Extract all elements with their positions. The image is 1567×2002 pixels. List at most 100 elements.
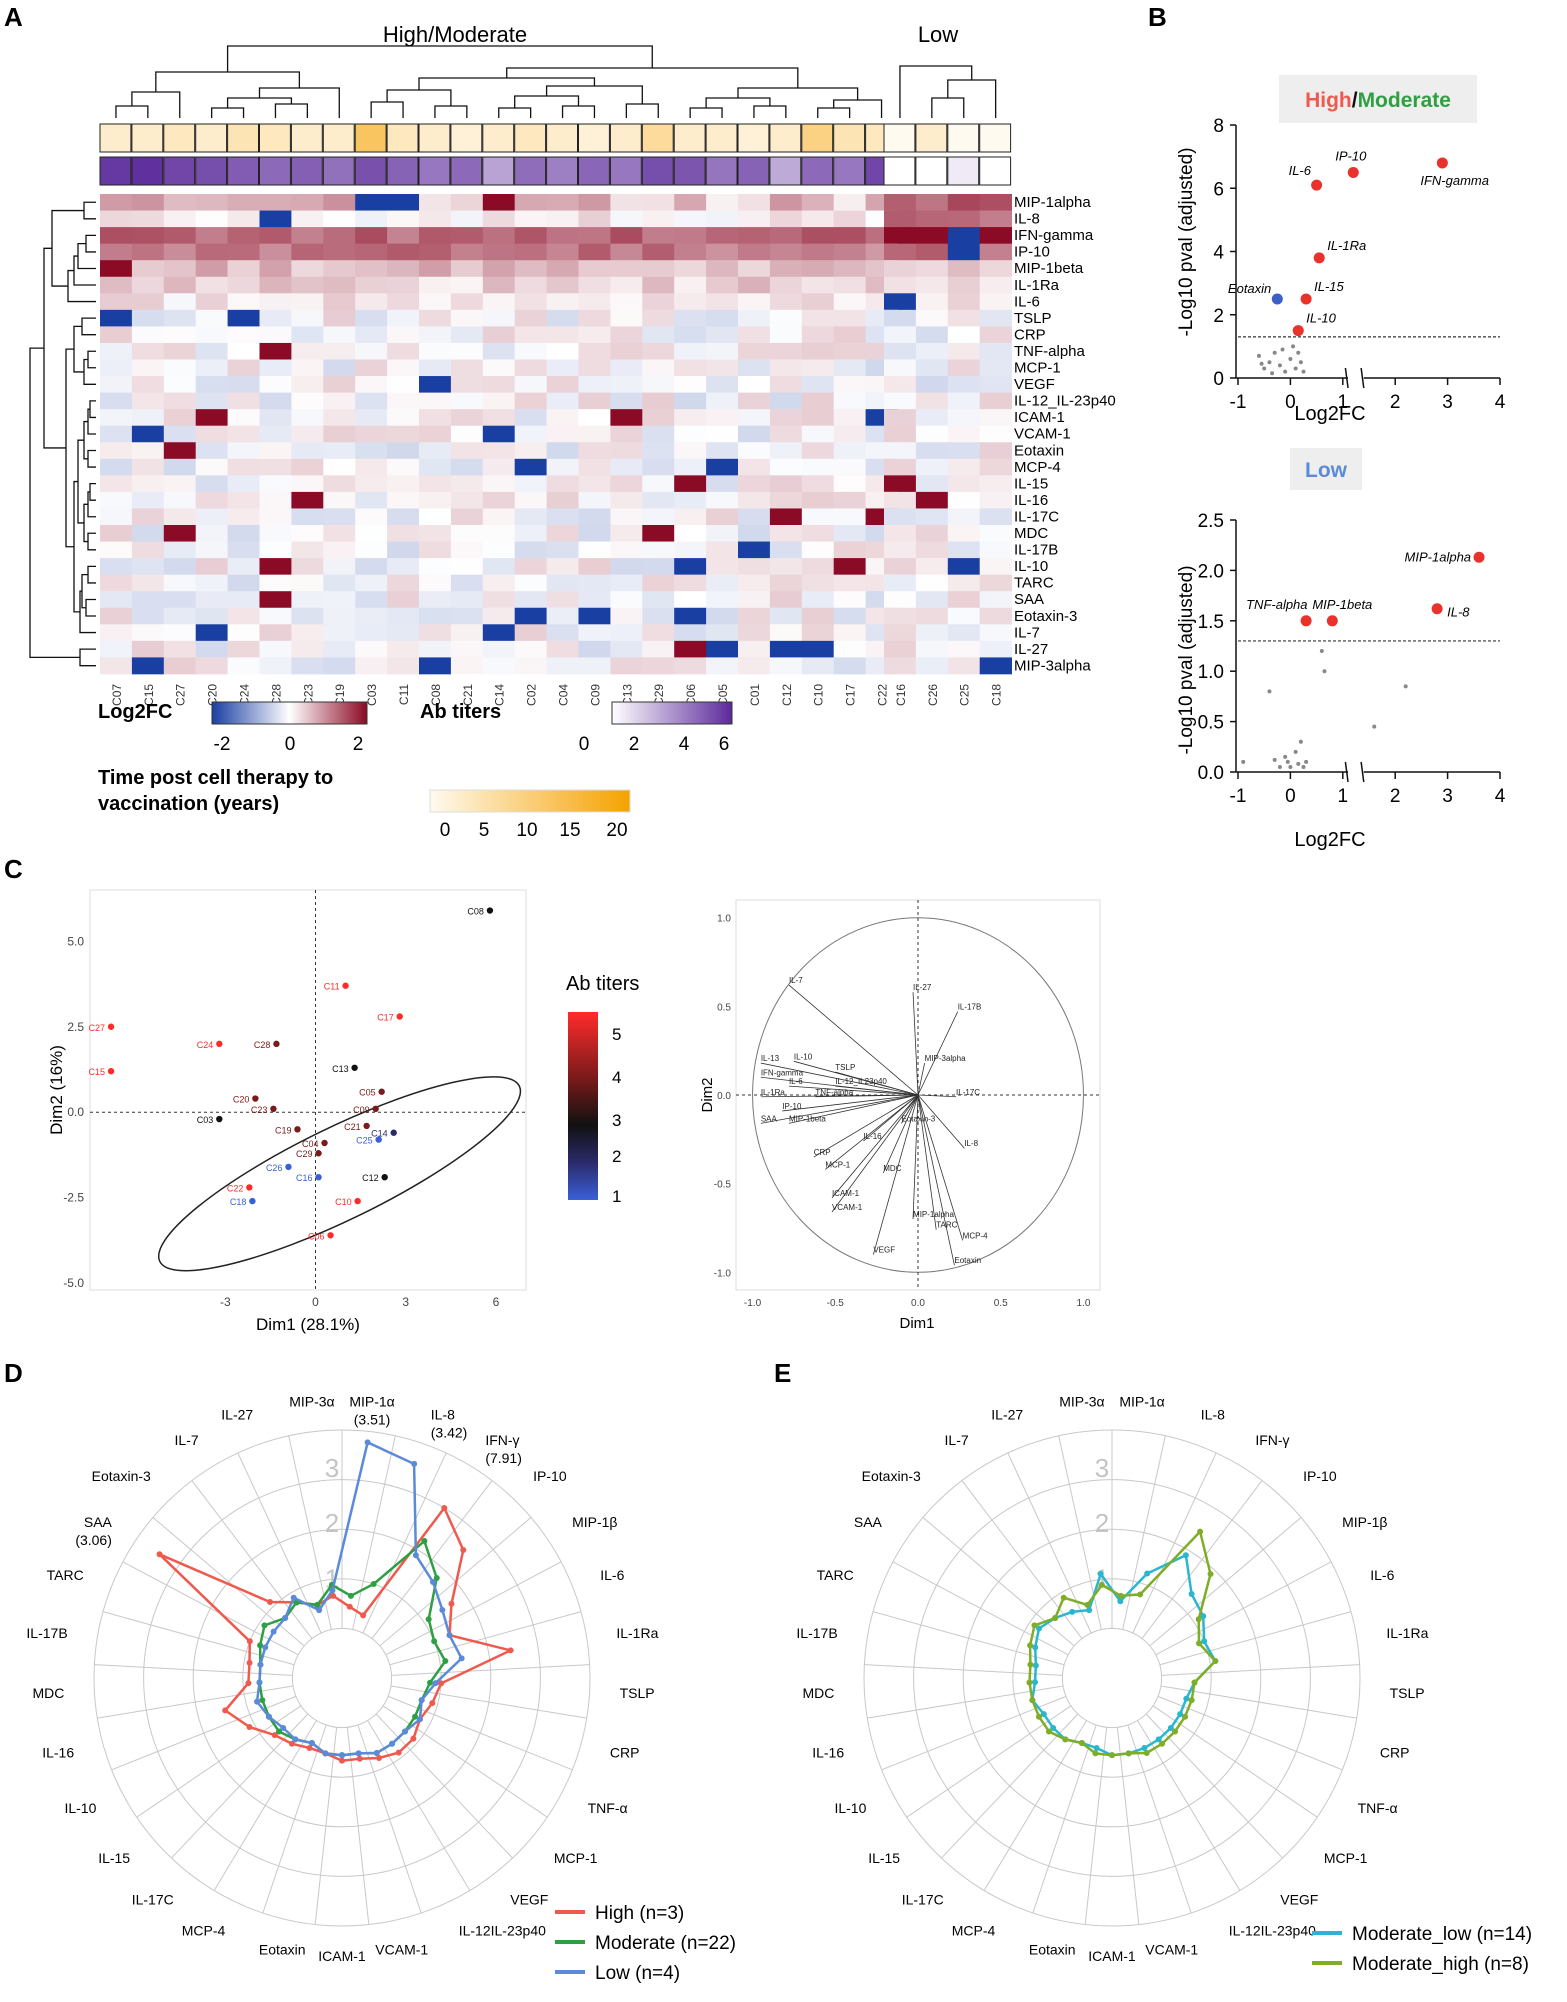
cytokine-label: CRP <box>1014 326 1046 343</box>
heatmap-cell <box>833 309 866 327</box>
volcano-low: Low -Log10 pval (adjusted) Log2FC 0.0 0.5… <box>1176 448 1506 851</box>
heatmap-cell <box>195 276 228 294</box>
heatmap-cell <box>884 243 917 261</box>
heatmap-cell <box>482 607 516 625</box>
dendro-link <box>83 358 96 385</box>
heatmap-cell <box>482 442 516 460</box>
heatmap-cell <box>227 442 260 460</box>
x-tick-label: 0 <box>1285 786 1296 807</box>
heatmap-cell <box>419 425 452 443</box>
legend-label: Low (n=4) <box>595 1963 680 1984</box>
radar-axis-label: IFN-γ <box>485 1432 519 1448</box>
title-high: High <box>1305 89 1352 112</box>
heatmap-cell <box>642 475 675 493</box>
heatmap-cell <box>100 657 133 675</box>
heatmap-cell <box>482 491 516 509</box>
heatmap-cell <box>291 276 324 294</box>
sample-point <box>294 1126 301 1133</box>
radar-series-point <box>259 1697 266 1704</box>
pca-legend-tick: 4 <box>612 1068 621 1087</box>
radar-series-point <box>1137 1591 1144 1598</box>
heatmap-cell <box>291 243 324 261</box>
heatmap-cell <box>769 409 803 427</box>
sample-label: C28 <box>269 684 283 706</box>
heatmap-cell <box>801 326 835 344</box>
heatmap-cell <box>706 624 739 642</box>
heatmap-cell <box>514 525 547 542</box>
nonsig-point <box>1272 350 1277 355</box>
sample-label: C14 <box>493 684 507 706</box>
heatmap-cell <box>291 227 324 245</box>
heatmap-cell <box>163 574 197 592</box>
heatmap-cell <box>833 326 866 344</box>
heatmap-cell <box>323 293 356 311</box>
heatmap-cell <box>979 624 1012 642</box>
x-tick-label: 0.0 <box>911 1298 925 1309</box>
time-cell <box>514 123 547 153</box>
significant-point <box>1311 179 1323 191</box>
heatmap-cell <box>419 591 452 609</box>
sample-point-label: C22 <box>227 1183 244 1193</box>
radar-ring <box>291 1627 393 1729</box>
heatmap-cell <box>769 425 803 443</box>
x-tick-label: 0.5 <box>994 1298 1008 1309</box>
heatmap-cell <box>259 260 292 278</box>
y-tick-label: 1.0 <box>1198 662 1224 683</box>
heatmap-cell <box>674 276 707 294</box>
heatmap-cell <box>450 227 484 245</box>
heatmap-cell <box>947 309 981 327</box>
time-cell <box>99 123 132 153</box>
pca-legend-tick: 3 <box>612 1111 621 1130</box>
heatmap-cell <box>884 376 917 393</box>
heatmap-cell <box>131 607 165 625</box>
heatmap-cell <box>482 458 516 476</box>
cytokine-label: Eotaxin-3 <box>1014 608 1077 625</box>
heatmap-cell <box>642 574 675 592</box>
heatmap-cell <box>884 657 917 675</box>
dendro-link <box>155 71 301 92</box>
heatmap-cell <box>578 541 611 559</box>
radar-series-point <box>156 1551 163 1558</box>
heatmap-cell <box>706 359 739 377</box>
ab-titer-cell <box>769 156 802 186</box>
time-cell <box>418 123 451 153</box>
cytokine-label: IL-6 <box>1014 293 1040 310</box>
heatmap-cell <box>323 574 356 592</box>
sample-point <box>372 1105 379 1113</box>
heatmap-cell <box>131 624 165 642</box>
legend-label: Moderate_high (n=8) <box>1352 1954 1529 1975</box>
heatmap-cell <box>355 624 388 642</box>
ab-titer-cell <box>915 156 948 186</box>
sample-point <box>270 1105 277 1113</box>
heatmap-cell <box>979 376 1012 393</box>
heatmap-cell <box>387 392 420 410</box>
radar-axis-label: Eotaxin <box>259 1942 306 1958</box>
radar-axis-label: IL-15 <box>868 1850 900 1866</box>
radar-series-point <box>1200 1613 1207 1620</box>
y-tick-label: 0.0 <box>67 1105 84 1119</box>
heatmap-cell <box>514 342 547 360</box>
heatmap-cell <box>546 276 579 294</box>
heatmap-cell <box>514 260 547 278</box>
heatmap-cell <box>227 309 260 327</box>
x-tick-label: 1.0 <box>1077 1298 1091 1309</box>
heatmap-cell <box>674 425 707 443</box>
heatmap-cell <box>419 326 452 344</box>
cytokine-label: TNF-alpha <box>1014 343 1086 360</box>
radar-spoke <box>1084 1727 1108 1925</box>
sample-label: C05 <box>716 684 730 706</box>
heatmap-cell <box>514 409 547 427</box>
ab-titer-cell <box>354 156 387 186</box>
heatmap-cell <box>884 558 917 576</box>
heatmap-cell <box>482 525 516 542</box>
radar-series-point <box>411 1460 418 1467</box>
legend-time-title: Time post cell therapy to <box>98 767 333 789</box>
heatmap-cell <box>355 392 388 410</box>
loading-label: IP-10 <box>782 1102 802 1111</box>
heatmap-cell <box>514 574 547 592</box>
loading-label: TNF-alpha <box>815 1088 853 1097</box>
sample-point <box>315 1150 322 1157</box>
cytokine-label: IL-15 <box>1014 475 1048 492</box>
heatmap-cell <box>610 442 643 460</box>
